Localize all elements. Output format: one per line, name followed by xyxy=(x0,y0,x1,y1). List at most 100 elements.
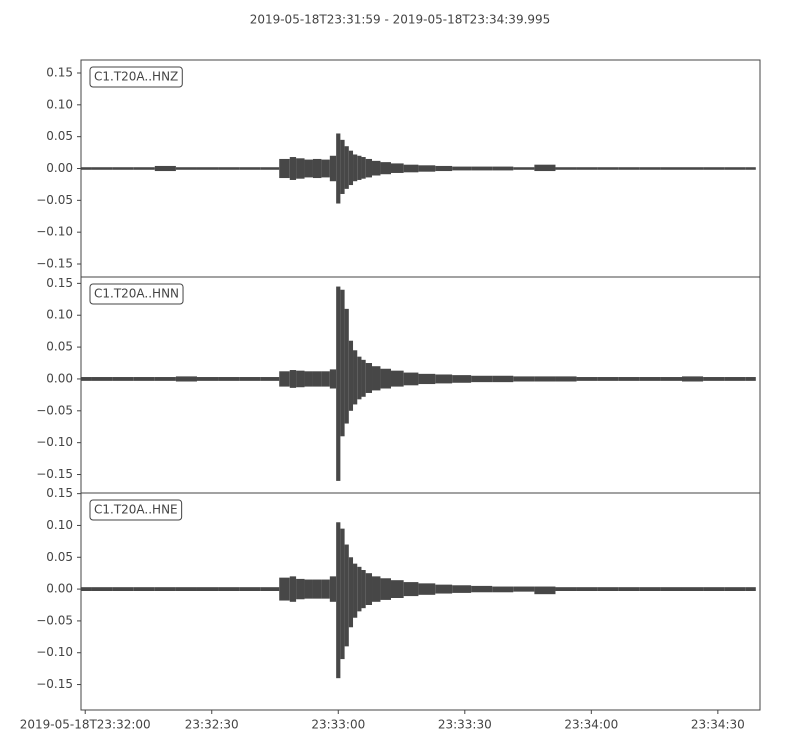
y-tick-label: −0.15 xyxy=(36,677,73,691)
waveform-segment xyxy=(724,167,746,170)
waveform-segment xyxy=(513,586,535,592)
waveform-segment xyxy=(660,587,682,591)
waveform-segment xyxy=(329,155,337,182)
plot-frame xyxy=(80,492,761,711)
waveform-segment xyxy=(618,167,640,170)
waveform-segment xyxy=(218,377,240,381)
waveform-segment xyxy=(418,583,436,595)
waveform-segment xyxy=(639,587,661,591)
waveform-segment xyxy=(403,372,419,386)
trace-label: C1.T20A..HNZ xyxy=(89,66,183,88)
x-tick-label: 23:34:30 xyxy=(691,718,745,732)
waveform-segment xyxy=(435,374,453,384)
waveform-segment xyxy=(357,155,362,180)
trace-label-text: C1.T20A..HNN xyxy=(94,287,179,301)
waveform-segment xyxy=(154,165,176,172)
waveform-segment xyxy=(239,167,261,170)
waveform-segment xyxy=(403,582,419,597)
waveform-segment xyxy=(418,373,436,385)
waveform-segment xyxy=(380,162,391,175)
waveform-segment xyxy=(91,167,113,170)
waveform-segment xyxy=(175,376,197,382)
waveform-segment xyxy=(340,528,345,660)
y-tick-label: 0.15 xyxy=(46,486,73,500)
waveform-segment xyxy=(372,160,381,176)
waveform-segment xyxy=(196,587,219,591)
y-tick-label: −0.05 xyxy=(36,403,73,417)
waveform-segment xyxy=(660,377,682,381)
waveform-segment xyxy=(361,570,366,609)
waveform-segment xyxy=(353,154,358,182)
waveform-segment xyxy=(218,587,240,591)
waveform-segment xyxy=(336,522,341,679)
waveform-segment xyxy=(452,585,472,593)
waveform-segment xyxy=(639,377,661,381)
trace-label: C1.T20A..HNN xyxy=(89,283,184,305)
waveform-segment xyxy=(471,585,493,593)
chart-title: 2019-05-18T23:31:59 - 2019-05-18T23:34:3… xyxy=(250,13,551,27)
waveform-segment xyxy=(196,377,219,381)
waveform-segment xyxy=(660,167,682,170)
waveform-segment xyxy=(361,157,366,179)
waveform-segment xyxy=(452,375,472,383)
waveform-segment xyxy=(745,377,756,381)
waveform-segment xyxy=(296,578,305,600)
waveform-segment xyxy=(703,587,725,591)
waveform-segment xyxy=(353,563,358,618)
waveform-segment xyxy=(576,587,598,591)
waveform-segment xyxy=(218,167,240,170)
y-tick-label: −0.10 xyxy=(36,435,73,449)
y-tick-label: 0.05 xyxy=(46,550,73,564)
plot-frame xyxy=(80,276,761,494)
waveform-segment xyxy=(260,587,280,591)
trace-label: C1.T20A..HNE xyxy=(89,499,183,521)
y-tick-label: 0.10 xyxy=(46,97,73,111)
waveform-segment xyxy=(681,587,704,591)
waveform-segment xyxy=(597,377,619,381)
waveform-segment xyxy=(312,579,322,599)
waveform-segment xyxy=(133,377,155,381)
x-tick-label: 23:32:30 xyxy=(185,718,239,732)
waveform-segment xyxy=(133,167,155,170)
waveform-segment xyxy=(175,587,197,591)
waveform-segment xyxy=(555,587,577,591)
y-tick-label: 0.10 xyxy=(46,518,73,532)
waveform-segment xyxy=(357,566,362,612)
waveform-segment xyxy=(91,587,113,591)
waveform-segment xyxy=(390,580,404,598)
y-tick-label: 0.00 xyxy=(46,371,73,385)
waveform-segment xyxy=(340,289,345,437)
waveform-segment xyxy=(112,167,134,170)
waveform-segment xyxy=(492,375,514,383)
x-tick-label: 23:33:30 xyxy=(438,718,492,732)
y-tick-label: 0.05 xyxy=(46,129,73,143)
waveform-segment xyxy=(289,157,297,180)
waveform-segment xyxy=(703,167,725,170)
y-tick-label: −0.15 xyxy=(36,467,73,481)
waveform-segment xyxy=(681,167,704,170)
waveform-segment xyxy=(380,578,391,600)
waveform-segment xyxy=(279,158,290,179)
waveform-segment xyxy=(576,167,598,170)
waveform-segment xyxy=(304,371,313,387)
waveform-segment xyxy=(380,368,391,389)
trace-label-box xyxy=(89,66,183,88)
waveform-segment xyxy=(344,146,349,189)
waveform-segment xyxy=(471,166,493,171)
waveform-segment xyxy=(91,377,113,381)
waveform-segment xyxy=(353,350,358,405)
waveform-segment xyxy=(403,164,419,173)
waveform-segment xyxy=(418,165,436,172)
waveform-segment xyxy=(576,377,598,381)
waveform-segment xyxy=(745,587,756,591)
waveform-segment xyxy=(365,363,373,393)
waveform-segment xyxy=(435,584,453,594)
waveform-segment xyxy=(555,376,577,382)
waveform-segment xyxy=(321,579,330,599)
trace-label-text: C1.T20A..HNZ xyxy=(94,70,178,84)
waveform-segment xyxy=(112,377,134,381)
waveform-segment xyxy=(321,371,330,387)
waveform-segment xyxy=(239,377,261,381)
waveform-segment xyxy=(239,587,261,591)
waveform-segment xyxy=(133,587,155,591)
